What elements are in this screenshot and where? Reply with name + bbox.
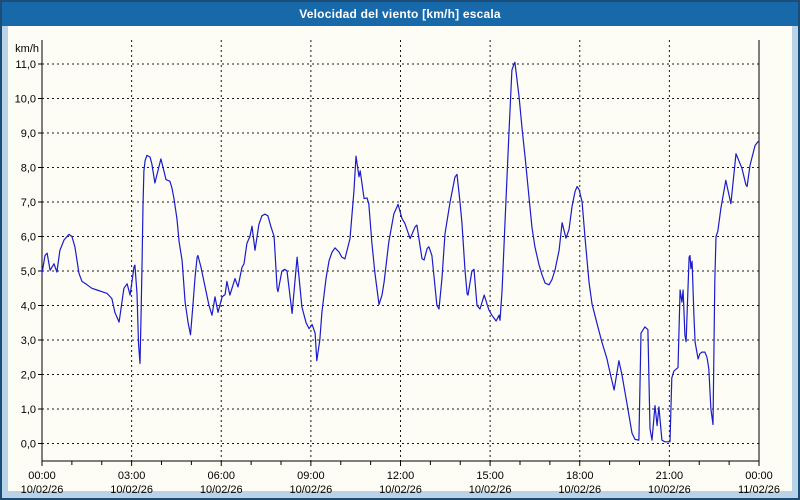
chart-title-bar: Velocidad del viento [km/h] escala <box>2 2 798 26</box>
chart-panel <box>8 26 792 491</box>
chart-title: Velocidad del viento [km/h] escala <box>299 7 501 21</box>
